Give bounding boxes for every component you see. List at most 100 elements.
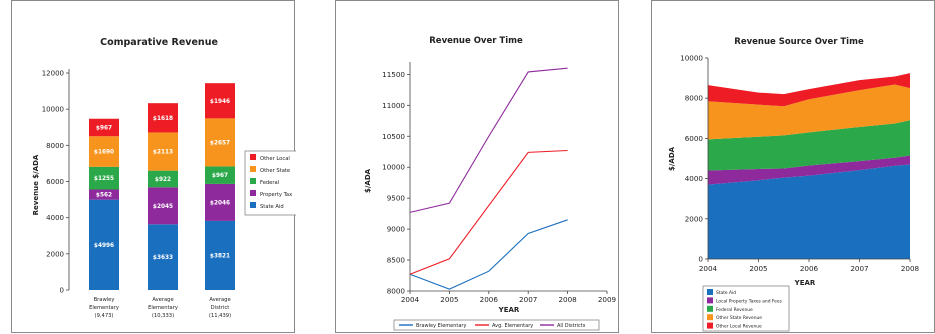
legend-swatch <box>707 289 713 295</box>
legend-entry: Brawley Elementary <box>416 323 466 329</box>
category-label: (9,473) <box>95 313 114 319</box>
area-band <box>708 73 910 107</box>
bar-segment <box>89 118 119 137</box>
y-tick-label: 10000 <box>680 54 703 63</box>
legend-swatch <box>250 154 256 160</box>
bar-segment <box>89 136 119 167</box>
legend-entry: Federal <box>260 180 279 186</box>
y-tick-label: 9500 <box>387 194 406 203</box>
y-tick-label: 10000 <box>382 163 405 172</box>
bar-segment <box>148 224 178 290</box>
x-tick-label: 2005 <box>440 295 458 304</box>
legend-entry: State Aid <box>716 290 736 296</box>
x-axis-label: YEAR <box>794 279 816 287</box>
bar-value-label: $562 <box>96 193 112 199</box>
revenue-source-over-time-panel: Revenue Source Over Time $/ADA YEAR 0 200… <box>651 0 935 333</box>
bar-value-label: $4996 <box>94 243 114 249</box>
area-band <box>708 120 910 171</box>
legend-swatch <box>250 178 256 184</box>
legend-entry: Avg. Elementary <box>492 323 533 329</box>
y-tick-label: 8500 <box>387 256 406 265</box>
legend-entry: Other Local <box>260 156 290 162</box>
legend-swatch <box>250 166 256 172</box>
legend-entry: Federal Revenue <box>716 307 753 313</box>
area-band <box>708 164 910 259</box>
bar-segment <box>89 189 119 200</box>
y-tick-label: 11000 <box>382 101 405 110</box>
x-tick-label: 2004 <box>401 295 420 304</box>
x-tick-label: 2008 <box>901 264 920 273</box>
bar-segment <box>205 183 235 221</box>
y-axis-label: Revenue $/ADA <box>32 154 40 215</box>
y-axis-label: $/ADA <box>668 146 676 171</box>
y-tick-label: 9000 <box>387 225 406 234</box>
y-tick-label: 4000 <box>685 174 704 183</box>
legend-entry: Property Tax <box>260 192 292 198</box>
area-band <box>708 155 910 185</box>
area-band <box>708 84 910 140</box>
legend-swatch <box>250 202 256 208</box>
y-tick-label: 11500 <box>382 70 405 79</box>
legend-entry: Other State <box>260 168 290 174</box>
bar-value-label: $967 <box>212 173 228 179</box>
category-label: Elementary <box>89 305 119 311</box>
bar-segment <box>148 170 178 188</box>
x-axis-label: YEAR <box>498 306 520 314</box>
category-label: (10,333) <box>152 313 174 319</box>
x-tick-label: 2004 <box>699 264 718 273</box>
legend-box <box>702 285 790 332</box>
bar-segment <box>205 83 235 119</box>
bar-segment <box>205 118 235 167</box>
revenue-over-time-chart: Revenue Over Time $/ADA YEAR 8000 8500 900… <box>364 36 617 331</box>
y-tick-label: 6000 <box>685 134 704 143</box>
bar-value-label: $2113 <box>153 150 173 156</box>
y-tick-label: 0 <box>698 255 703 264</box>
legend-entry: Other Local Revenue <box>716 324 762 330</box>
bar-value-label: $1255 <box>94 176 114 182</box>
legend-swatch <box>250 190 256 196</box>
x-tick-label: 2005 <box>749 264 767 273</box>
y-tick-label: 8000 <box>685 94 704 103</box>
series-line <box>409 149 568 275</box>
category-label: Brawley <box>94 297 115 303</box>
bar-value-label: $1946 <box>210 99 230 105</box>
bar-value-label: $2046 <box>210 200 230 206</box>
bar-value-label: $3821 <box>210 253 230 259</box>
category-label: Average <box>152 297 173 303</box>
chart-title: Revenue Over Time <box>429 36 523 46</box>
bar-segment <box>148 103 178 133</box>
x-tick-label: 2006 <box>800 264 819 273</box>
legend-swatch <box>707 322 713 329</box>
bar-segment <box>89 166 119 190</box>
category-label: (11,439) <box>209 313 231 319</box>
legend-box <box>393 319 600 331</box>
legend-entry: Other State Revenue <box>716 315 762 321</box>
series-line <box>409 219 568 290</box>
y-tick-label: 8000 <box>387 287 406 296</box>
bar-segment <box>89 199 119 290</box>
bar-value-label: $2045 <box>153 204 173 210</box>
bar-segment <box>148 187 178 225</box>
category-label: Average <box>209 297 230 303</box>
x-tick-label: 2008 <box>558 295 577 304</box>
y-tick-label: 4000 <box>46 214 64 222</box>
bar-value-label: $1618 <box>153 116 173 122</box>
comparative-revenue-panel: Comparative Revenue Revenue $/ADA $4996 $… <box>11 0 296 333</box>
legend-entry: All Districts <box>557 323 586 329</box>
chart-title: Revenue Source Over Time <box>734 37 864 47</box>
bar-segment <box>205 166 235 184</box>
chart-title: Comparative Revenue <box>100 37 218 48</box>
legend-swatch <box>707 314 713 321</box>
y-tick-label: 2000 <box>46 250 64 258</box>
y-tick-label: 2000 <box>685 214 704 223</box>
legend-entry: State Aid <box>260 204 284 210</box>
y-tick-label: 8000 <box>46 142 64 150</box>
y-axis-label: $/ADA <box>364 168 372 193</box>
x-tick-label: 2007 <box>519 295 537 304</box>
revenue-source-over-time-chart: Revenue Source Over Time $/ADA YEAR 0200… <box>668 37 920 332</box>
y-tick-label: 10500 <box>382 132 405 141</box>
legend-entry: Local Property Taxes and Fees <box>716 298 783 304</box>
bar-value-label: $1690 <box>94 150 114 156</box>
comparative-revenue-chart: Comparative Revenue Revenue $/ADA $4996 $… <box>32 37 296 319</box>
bar-segment <box>205 220 235 290</box>
